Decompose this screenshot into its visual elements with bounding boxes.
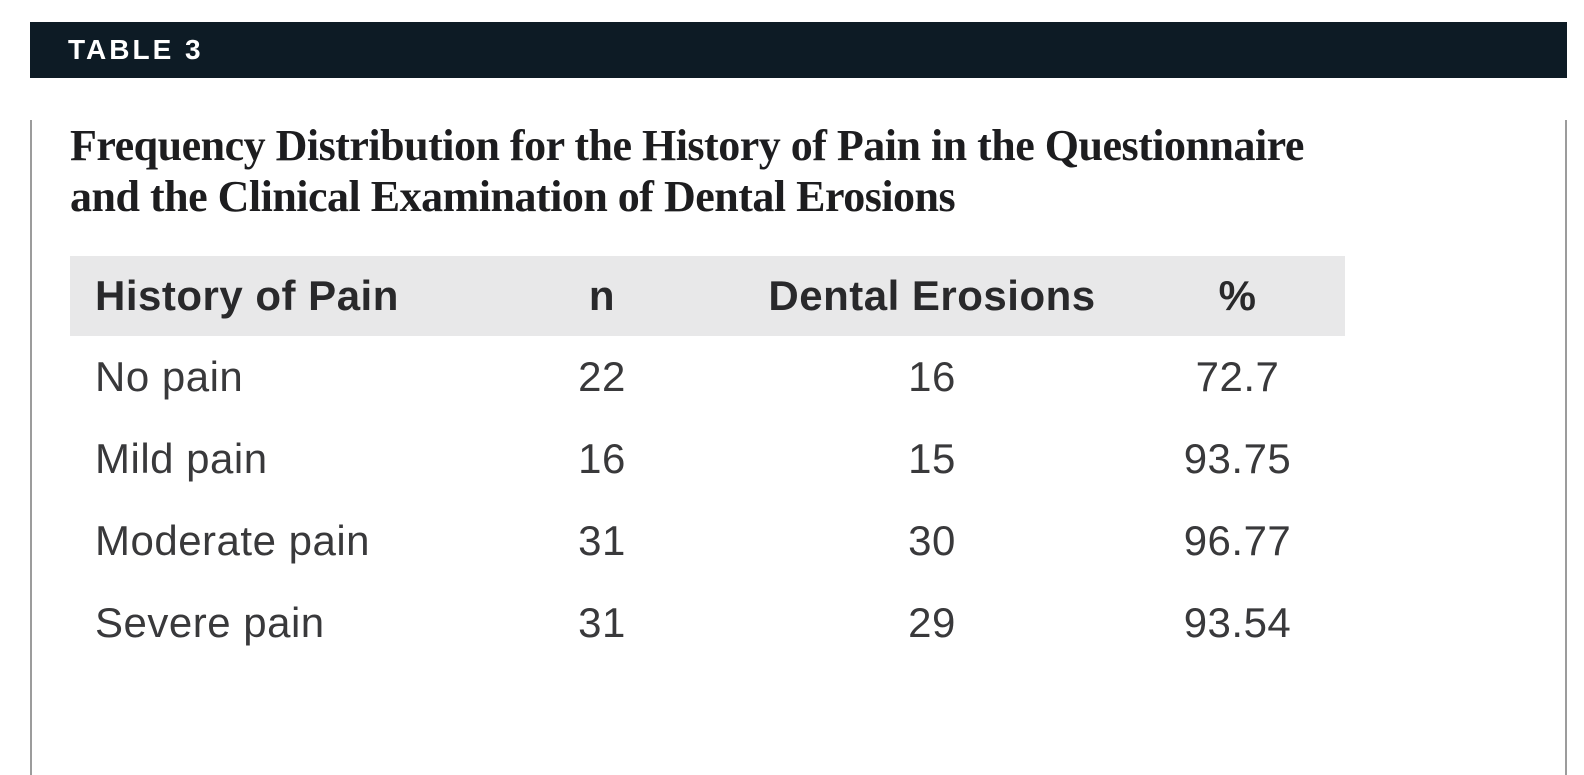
table-row: Severe pain 31 29 93.54 — [70, 582, 1345, 664]
cell-erosions: 30 — [908, 517, 956, 564]
column-header-history-of-pain: History of Pain — [70, 256, 470, 336]
table-row: Moderate pain 31 30 96.77 — [70, 500, 1345, 582]
cell-n: 22 — [578, 353, 626, 400]
cell-history: Severe pain — [95, 599, 325, 646]
table-label: TABLE 3 — [68, 34, 204, 65]
cell-n: 31 — [578, 599, 626, 646]
column-header-dental-erosions: Dental Erosions — [734, 256, 1130, 336]
table-card: TABLE 3 Frequency Distribution for the H… — [30, 22, 1567, 775]
cell-n: 16 — [578, 435, 626, 482]
column-header-percent: % — [1130, 256, 1345, 336]
cell-percent: 93.54 — [1183, 599, 1292, 646]
cell-erosions: 15 — [908, 435, 956, 482]
table-title: Frequency Distribution for the History o… — [70, 120, 1527, 222]
table-title-line1: Frequency Distribution for the History o… — [70, 121, 1304, 170]
cell-erosions: 29 — [908, 599, 956, 646]
table-card-body: Frequency Distribution for the History o… — [30, 120, 1567, 775]
table-row: Mild pain 16 15 93.75 — [70, 418, 1345, 500]
table-row: No pain 22 16 72.7 — [70, 336, 1345, 418]
table-label-bar: TABLE 3 — [30, 22, 1567, 78]
column-header-n: n — [470, 256, 734, 336]
table-header-row: History of Pain n Dental Erosions % — [70, 256, 1345, 336]
cell-history: No pain — [95, 353, 244, 400]
cell-percent: 96.77 — [1183, 517, 1292, 564]
cell-percent: 93.75 — [1183, 435, 1292, 482]
cell-history: Moderate pain — [95, 517, 371, 564]
cell-erosions: 16 — [908, 353, 956, 400]
table-title-line2: and the Clinical Examination of Dental E… — [70, 172, 956, 221]
data-table: History of Pain n Dental Erosions % No p… — [70, 256, 1345, 664]
cell-percent: 72.7 — [1195, 353, 1280, 400]
cell-history: Mild pain — [95, 435, 268, 482]
cell-n: 31 — [578, 517, 626, 564]
